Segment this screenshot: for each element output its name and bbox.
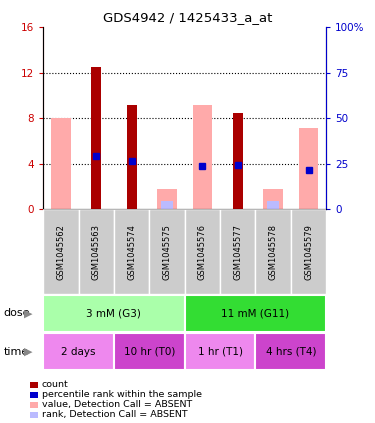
Bar (43, 333, 114, 370)
Bar (255, 209, 291, 294)
Bar (43, 209, 78, 294)
Bar (299, 128, 318, 209)
Bar (43, 295, 184, 332)
Text: ▶: ▶ (24, 308, 32, 319)
Text: 11 mM (G11): 11 mM (G11) (221, 308, 290, 319)
Bar (220, 209, 255, 294)
Bar (114, 333, 184, 370)
Text: GSM1045562: GSM1045562 (56, 224, 65, 280)
Text: dose: dose (4, 308, 30, 319)
Text: percentile rank within the sample: percentile rank within the sample (42, 390, 202, 399)
Bar (30, 382, 38, 388)
Bar (30, 402, 38, 408)
Bar (30, 412, 38, 418)
Bar (193, 105, 212, 209)
Bar (91, 67, 101, 209)
Bar (233, 113, 243, 209)
Bar (149, 209, 184, 294)
Text: time: time (4, 346, 29, 357)
Text: value, Detection Call = ABSENT: value, Detection Call = ABSENT (42, 400, 192, 409)
Text: GSM1045576: GSM1045576 (198, 224, 207, 280)
Text: 3 mM (G3): 3 mM (G3) (87, 308, 141, 319)
Bar (267, 201, 279, 209)
Bar (263, 189, 283, 209)
Text: 2 days: 2 days (61, 346, 96, 357)
Text: GDS4942 / 1425433_a_at: GDS4942 / 1425433_a_at (103, 11, 272, 24)
Text: ▶: ▶ (24, 346, 32, 357)
Text: 1 hr (T1): 1 hr (T1) (198, 346, 243, 357)
Text: GSM1045577: GSM1045577 (233, 224, 242, 280)
Bar (51, 118, 70, 209)
Text: GSM1045563: GSM1045563 (92, 224, 101, 280)
Bar (184, 295, 326, 332)
Bar (78, 209, 114, 294)
Text: GSM1045578: GSM1045578 (268, 224, 278, 280)
Text: GSM1045579: GSM1045579 (304, 224, 313, 280)
Text: count: count (42, 380, 69, 390)
Bar (127, 105, 136, 209)
Bar (161, 201, 173, 209)
Bar (184, 333, 255, 370)
Bar (30, 392, 38, 398)
Bar (114, 209, 149, 294)
Bar (255, 333, 326, 370)
Text: GSM1045575: GSM1045575 (162, 224, 171, 280)
Text: GSM1045574: GSM1045574 (127, 224, 136, 280)
Text: 4 hrs (T4): 4 hrs (T4) (266, 346, 316, 357)
Text: rank, Detection Call = ABSENT: rank, Detection Call = ABSENT (42, 410, 188, 420)
Bar (291, 209, 326, 294)
Text: 10 hr (T0): 10 hr (T0) (124, 346, 175, 357)
Bar (157, 189, 177, 209)
Bar (184, 209, 220, 294)
